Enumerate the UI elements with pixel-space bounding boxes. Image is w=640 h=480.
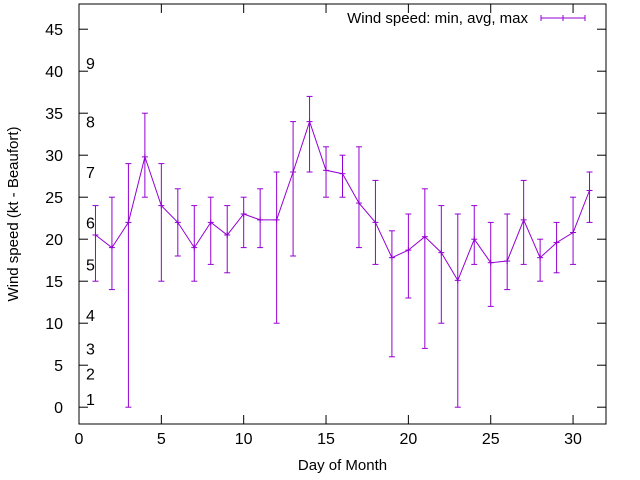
beaufort-label: 6 [86,215,95,232]
y-tick-label: 15 [45,274,63,291]
legend: Wind speed: min, avg, max [347,10,586,27]
x-tick-label: 5 [157,431,166,448]
axis-ticks [78,4,606,424]
beaufort-label: 7 [86,165,95,182]
series-line [95,120,590,282]
x-tick-label: 25 [482,431,500,448]
y-axis-label: Wind speed (kt - Beaufort) [5,126,22,301]
y-tick-label: 45 [45,22,63,39]
beaufort-scale: 1 2 3 4 5 6 7 8 9 [86,56,95,409]
y-tick-label: 40 [45,64,63,81]
beaufort-label: 1 [86,392,95,409]
x-tick-label: 20 [399,431,417,448]
beaufort-label: 8 [86,115,95,132]
x-tick-label: 10 [235,431,253,448]
chart-marks [92,95,593,408]
legend-entry-label: Wind speed: min, avg, max [347,10,528,27]
x-tick-label: 15 [317,431,335,448]
beaufort-label: 2 [86,367,95,384]
beaufort-label: 9 [86,56,95,73]
x-tick-label: 0 [75,431,84,448]
y-tick-label: 25 [45,190,63,207]
plot-frame [78,3,607,425]
beaufort-label: 5 [86,257,95,274]
x-tick-label: 30 [564,431,582,448]
beaufort-label: 4 [86,308,95,325]
y-tick-label: 35 [45,106,63,123]
y-tick-label: 10 [45,316,63,333]
beaufort-label: 3 [86,341,95,358]
x-axis-label: Day of Month [298,457,387,474]
y-tick-label: 20 [45,232,63,249]
y-tick-label: 30 [45,148,63,165]
y-tick-label: 0 [54,400,63,417]
y-tick-label: 5 [54,358,63,375]
legend-swatch [540,15,586,21]
